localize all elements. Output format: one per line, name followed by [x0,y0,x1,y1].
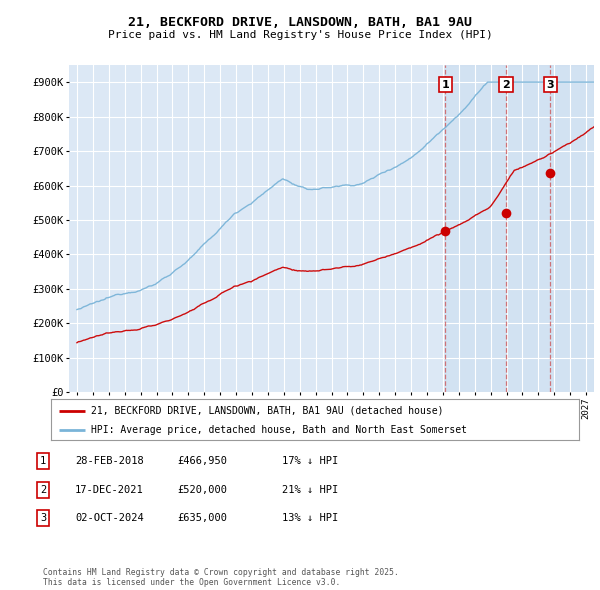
Text: £466,950: £466,950 [177,457,227,466]
Text: 1: 1 [40,457,46,466]
Text: 2: 2 [502,80,510,90]
Text: 21, BECKFORD DRIVE, LANSDOWN, BATH, BA1 9AU: 21, BECKFORD DRIVE, LANSDOWN, BATH, BA1 … [128,16,472,29]
Text: £635,000: £635,000 [177,513,227,523]
Text: Contains HM Land Registry data © Crown copyright and database right 2025.
This d: Contains HM Land Registry data © Crown c… [43,568,399,587]
Text: £520,000: £520,000 [177,485,227,494]
Text: 21% ↓ HPI: 21% ↓ HPI [282,485,338,494]
Text: 3: 3 [547,80,554,90]
Text: 2: 2 [40,485,46,494]
Text: 21, BECKFORD DRIVE, LANSDOWN, BATH, BA1 9AU (detached house): 21, BECKFORD DRIVE, LANSDOWN, BATH, BA1 … [91,406,443,416]
Text: 17-DEC-2021: 17-DEC-2021 [75,485,144,494]
Text: 17% ↓ HPI: 17% ↓ HPI [282,457,338,466]
Text: 02-OCT-2024: 02-OCT-2024 [75,513,144,523]
Text: 28-FEB-2018: 28-FEB-2018 [75,457,144,466]
Text: 13% ↓ HPI: 13% ↓ HPI [282,513,338,523]
Text: 1: 1 [442,80,449,90]
Text: Price paid vs. HM Land Registry's House Price Index (HPI): Price paid vs. HM Land Registry's House … [107,31,493,40]
Text: 3: 3 [40,513,46,523]
Text: HPI: Average price, detached house, Bath and North East Somerset: HPI: Average price, detached house, Bath… [91,425,467,434]
Bar [445,65,594,392]
